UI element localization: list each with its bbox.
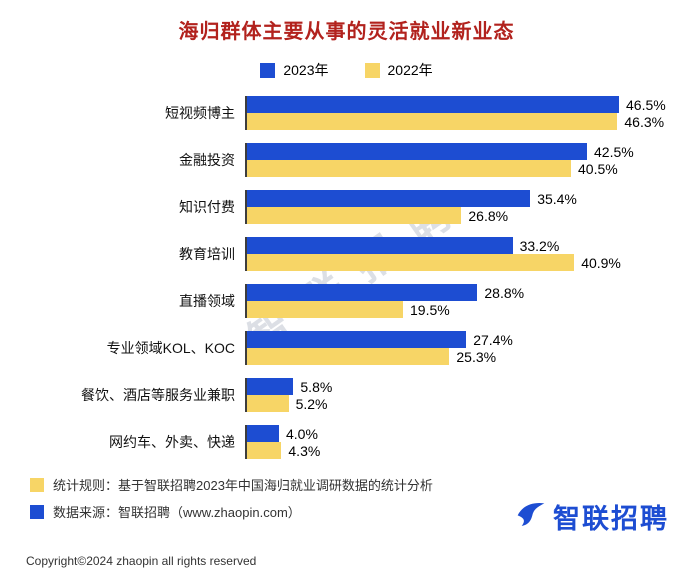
bar-line: 33.2% — [247, 237, 621, 254]
chart-row: 短视频博主 46.5% 46.3% — [10, 96, 693, 130]
chart-row: 专业领域KOL、KOC 27.4% 25.3% — [10, 331, 693, 365]
legend-label: 2023年 — [283, 62, 329, 78]
zhaopin-logo-icon — [515, 498, 547, 535]
bar-line: 5.2% — [247, 395, 332, 412]
value-label: 35.4% — [537, 190, 577, 207]
chart-row: 教育培训 33.2% 40.9% — [10, 237, 693, 271]
value-label: 5.2% — [295, 395, 328, 412]
bar-2022年 — [247, 395, 289, 412]
bar-line: 40.9% — [247, 254, 621, 271]
bar-line: 4.0% — [247, 425, 320, 442]
bar-2023年 — [247, 237, 513, 254]
bar-2022年 — [247, 207, 462, 224]
copyright-text: Copyright©2024 zhaopin all rights reserv… — [26, 554, 257, 568]
footnotes: 统计规则：基于智联招聘2023年中国海归就业调研数据的统计分析 数据来源：智联招… — [30, 475, 693, 521]
footnote-text: 数据来源：智联招聘（www.zhaopin.com） — [53, 505, 301, 520]
bar-2023年 — [247, 284, 478, 301]
bar-line: 46.3% — [247, 113, 666, 130]
bar-2022年 — [247, 442, 282, 459]
value-label: 46.5% — [626, 96, 666, 113]
category-label: 短视频博主 — [165, 105, 235, 121]
bar-line: 26.8% — [247, 207, 577, 224]
footnote-text: 统计规则：基于智联招聘2023年中国海归就业调研数据的统计分析 — [53, 478, 433, 493]
value-label: 4.3% — [288, 442, 321, 459]
bar-2023年 — [247, 190, 531, 207]
value-label: 40.5% — [578, 160, 618, 177]
chart-row: 知识付费 35.4% 26.8% — [10, 190, 693, 224]
value-label: 46.3% — [624, 113, 665, 130]
value-label: 5.8% — [300, 378, 333, 395]
bar-group: 46.5% 46.3% — [245, 96, 666, 130]
category-label: 网约车、外卖、快递 — [109, 434, 235, 450]
category-label: 专业领域KOL、KOC — [106, 340, 235, 356]
value-label: 19.5% — [410, 301, 450, 318]
bar-group: 28.8% 19.5% — [245, 284, 524, 318]
bar-group: 27.4% 25.3% — [245, 331, 513, 365]
category-label: 金融投资 — [179, 152, 235, 168]
bar-2022年 — [247, 113, 618, 130]
value-label: 26.8% — [468, 207, 509, 224]
bar-2023年 — [247, 378, 294, 395]
value-label: 25.3% — [456, 348, 497, 365]
bar-2022年 — [247, 301, 403, 318]
category-label: 餐饮、酒店等服务业兼职 — [81, 387, 235, 403]
bar-2022年 — [247, 160, 571, 177]
chart-row: 网约车、外卖、快递 4.0% 4.3% — [10, 425, 693, 459]
bar-2022年 — [247, 254, 575, 271]
legend-label: 2022年 — [387, 62, 433, 78]
bar-line: 35.4% — [247, 190, 577, 207]
bar-line: 25.3% — [247, 348, 513, 365]
value-label: 33.2% — [519, 237, 560, 254]
chart-row: 餐饮、酒店等服务业兼职 5.8% 5.2% — [10, 378, 693, 412]
chart-row: 金融投资 42.5% 40.5% — [10, 143, 693, 177]
bar-2022年 — [247, 348, 450, 365]
chart-row: 直播领域 28.8% 19.5% — [10, 284, 693, 318]
category-label: 教育培训 — [179, 246, 235, 262]
bar-group: 4.0% 4.3% — [245, 425, 320, 459]
bar-line: 27.4% — [247, 331, 513, 348]
footnote-statistics-rule: 统计规则：基于智联招聘2023年中国海归就业调研数据的统计分析 — [30, 475, 693, 494]
bar-group: 35.4% 26.8% — [245, 190, 577, 224]
category-label: 知识付费 — [179, 199, 235, 215]
bar-2023年 — [247, 96, 619, 113]
category-label: 直播领域 — [179, 293, 235, 309]
bar-group: 5.8% 5.2% — [245, 378, 332, 412]
zhaopin-logo-text: 智联招聘 — [553, 504, 669, 534]
note-swatch-0 — [30, 477, 44, 492]
bar-line: 5.8% — [247, 378, 332, 395]
bar-line: 46.5% — [247, 96, 666, 113]
chart-title: 海归群体主要从事的灵活就业新业态 — [178, 21, 515, 43]
value-label: 40.9% — [581, 254, 621, 271]
bar-2023年 — [247, 425, 279, 442]
bar-2023年 — [247, 143, 587, 160]
bar-group: 33.2% 40.9% — [245, 237, 621, 271]
chart-legend: 2023年 2022年 — [0, 60, 693, 80]
legend-item-2022: 2022年 — [364, 60, 433, 80]
legend-item-2023: 2023年 — [260, 60, 329, 80]
bar-line: 42.5% — [247, 143, 634, 160]
bar-line: 4.3% — [247, 442, 320, 459]
note-swatch-1 — [30, 504, 44, 519]
chart-rows: 短视频博主 46.5% 46.3% 金融投资 42.5% 40.5% 知识付费 35.4% 26… — [10, 96, 693, 459]
value-label: 27.4% — [473, 331, 513, 348]
bar-group: 42.5% 40.5% — [245, 143, 634, 177]
value-label: 4.0% — [286, 425, 318, 442]
footnote-data-source: 数据来源：智联招聘（www.zhaopin.com） — [30, 502, 693, 521]
bar-line: 40.5% — [247, 160, 634, 177]
bar-chart: 短视频博主 46.5% 46.3% 金融投资 42.5% 40.5% 知识付费 35.4% 26… — [0, 96, 693, 459]
bar-line: 28.8% — [247, 284, 524, 301]
bar-line: 19.5% — [247, 301, 524, 318]
bar-2023年 — [247, 331, 467, 348]
zhaopin-logo: 智联招聘 — [515, 497, 669, 536]
legend-swatch-0 — [260, 62, 276, 78]
legend-swatch-1 — [364, 62, 380, 78]
value-label: 28.8% — [484, 284, 525, 301]
value-label: 42.5% — [594, 143, 634, 160]
